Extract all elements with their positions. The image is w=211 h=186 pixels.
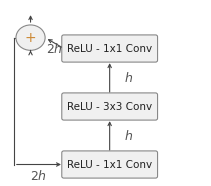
FancyBboxPatch shape xyxy=(62,93,158,120)
Text: $h$: $h$ xyxy=(124,129,133,142)
FancyBboxPatch shape xyxy=(62,35,158,62)
Circle shape xyxy=(16,25,45,50)
Text: $h$: $h$ xyxy=(124,70,133,84)
Text: ReLU - 3x3 Conv: ReLU - 3x3 Conv xyxy=(67,102,152,111)
Text: ReLU - 1x1 Conv: ReLU - 1x1 Conv xyxy=(67,44,152,54)
Text: $2h$: $2h$ xyxy=(46,42,63,56)
Text: +: + xyxy=(25,31,36,45)
FancyBboxPatch shape xyxy=(62,151,158,178)
Text: ReLU - 1x1 Conv: ReLU - 1x1 Conv xyxy=(67,160,152,169)
Text: $2h$: $2h$ xyxy=(30,169,47,183)
